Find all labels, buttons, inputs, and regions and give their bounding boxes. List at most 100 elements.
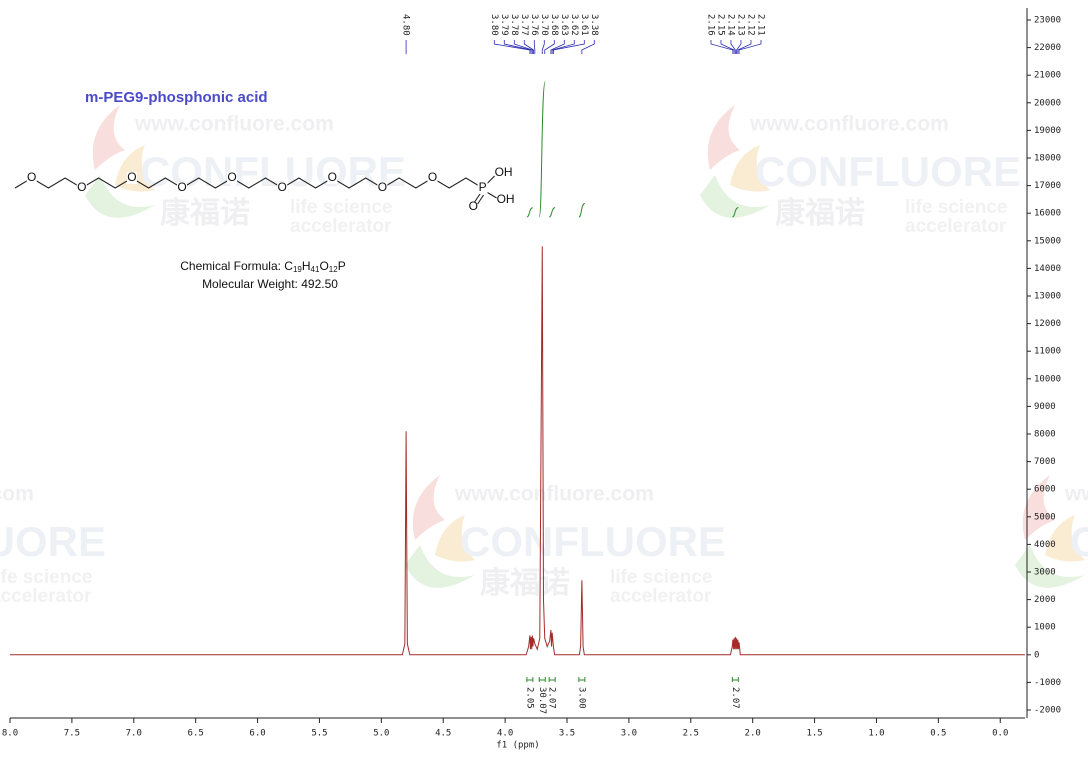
integral-curve [538,81,546,218]
peak-connector [552,40,585,54]
atom-oxygen: O [77,180,86,194]
bond-p-oh [486,175,495,185]
formula-part: P [338,259,346,273]
y-tick-label: 23000 [1034,16,1061,26]
peak-label: 3.79 [499,14,509,36]
logo-green [1015,545,1085,588]
peak-connector [550,40,565,54]
atom-hydroxyl: OH [497,192,515,206]
peak-label: 3.78 [509,14,519,36]
watermark-url: www.confluore.com [0,483,34,506]
watermark-line1: life science [905,197,1007,218]
formula-part: 41 [311,265,320,274]
y-tick-label: 10000 [1034,374,1061,384]
y-tick-label: 9000 [1034,402,1056,412]
formula-part: 19 [293,265,302,274]
watermark-url: www.confluore.com [134,113,334,136]
y-tick-label: 20000 [1034,98,1061,108]
peak-label: 3.38 [589,14,599,36]
integral-bracket [526,677,534,682]
peak-label: 3.68 [549,14,559,36]
x-tick-label: 7.0 [126,729,142,739]
atom-oxygen: O [328,170,337,184]
integral-curve [578,203,586,218]
watermark-brand: CONFLUORE [755,148,1021,195]
y-tick-label: 5000 [1034,512,1056,522]
bond-p-oh [486,191,497,199]
atom-oxygen: O [177,180,186,194]
watermark-chinese: 康福诺 [160,196,250,230]
x-tick-label: 2.5 [683,729,699,739]
integral-bracket [731,677,739,682]
peak-connector [581,40,595,54]
x-tick-label: 1.5 [806,729,822,739]
peak-label: 2.13 [735,14,745,36]
x-tick-label: 0.5 [930,729,946,739]
peak-label: 4.80 [401,14,411,36]
x-tick-label: 1.0 [868,729,884,739]
watermark-url: www.confluore.com [454,483,654,506]
atom-hydroxyl: OH [495,165,513,179]
integral-label: 3.00 [576,687,586,709]
x-axis-label: f1 (ppm) [496,741,539,751]
peak-label: 3.63 [559,14,569,36]
integral-label: 2.07 [547,687,557,709]
formula-label: Chemical Formula: [180,259,284,273]
atom-bg [477,182,488,194]
peak-label: 3.77 [519,14,529,36]
watermark-brand: CONFLUORE [1070,518,1088,565]
peak-connector [736,40,742,54]
peak-connector [551,40,575,54]
peak-connector [533,40,536,54]
peak-connector [738,40,762,54]
plot: 2300022000210002000019000180001700016000… [2,14,1061,739]
y-tick-label: 12000 [1034,319,1061,329]
atom-oxygen: O [227,170,236,184]
y-tick-label: 17000 [1034,181,1061,191]
watermark-brand: CONFLUORE [0,518,106,565]
peak-connector [493,40,531,54]
bond-chain [14,177,483,189]
integral-bracket [548,677,556,682]
logo-red [707,105,740,170]
y-tick-label: 14000 [1034,264,1061,274]
atom-oxygen: O [469,199,478,213]
logo-orange [435,515,475,562]
y-tick-label: 13000 [1034,292,1061,302]
atom-oxygen: O [127,170,136,184]
integral-curve [526,207,534,218]
y-tick-label: 4000 [1034,540,1056,550]
peak-connector [737,40,752,54]
watermark-line2: accelerator [0,586,92,607]
formula: Chemical Formula: C19H41O12P [180,259,345,274]
y-tick-label: 3000 [1034,568,1056,578]
atom-bg [227,172,238,184]
x-tick-label: 3.5 [559,729,575,739]
x-tick-label: 8.0 [2,729,18,739]
peak-connector [523,40,534,54]
y-tick-label: 6000 [1034,485,1056,495]
formula-part: C [284,259,293,273]
x-tick-label: 5.0 [373,729,389,739]
formula-part: 12 [329,265,338,274]
watermark-url: www.confluore.com [1064,483,1088,506]
peak-label: 2.14 [725,14,735,36]
watermark-line1: life science [290,197,392,218]
atom-oxygen: O [378,180,387,194]
bond-p-o [477,194,485,205]
peak-connector [513,40,533,54]
peak-connector [503,40,532,54]
watermark-url: www.confluore.com [749,113,949,136]
x-tick-label: 7.5 [64,729,80,739]
peak-label: 3.61 [579,14,589,36]
y-tick-label: 7000 [1034,457,1056,467]
x-tick-label: 4.5 [435,729,451,739]
formula-part: H [302,259,311,273]
watermark-line2: accelerator [610,586,712,607]
integral-bracket [578,677,586,682]
atom-bg [126,172,137,184]
